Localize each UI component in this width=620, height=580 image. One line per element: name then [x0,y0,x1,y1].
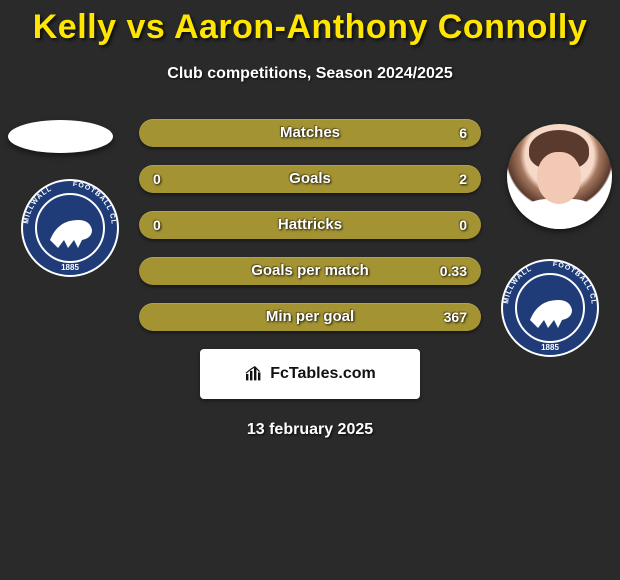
watermark: FcTables.com [200,349,420,399]
stat-label: Goals per match [139,257,481,285]
stat-row: 0 Goals 2 [139,165,481,193]
comparison-card: Kelly vs Aaron-Anthony Connolly Club com… [0,0,620,580]
player-right-avatar [507,124,612,229]
stat-right-value: 2 [459,165,467,193]
bar-chart-icon [244,366,264,382]
player-left-club-badge: MILLWALL FOOTBALL CLUB 1885 [20,178,120,278]
stat-label: Min per goal [139,303,481,331]
stat-row: 0 Hattricks 0 [139,211,481,239]
stats-block: Matches 6 0 Goals 2 0 Hattricks 0 Goals … [139,119,481,331]
millwall-badge-icon: MILLWALL FOOTBALL CLUB 1885 [500,258,600,358]
stat-row: Matches 6 [139,119,481,147]
stat-right-value: 367 [444,303,467,331]
stat-right-value: 6 [459,119,467,147]
stat-right-value: 0 [459,211,467,239]
stat-label: Matches [139,119,481,147]
svg-text:1885: 1885 [61,263,79,272]
stat-row: Goals per match 0.33 [139,257,481,285]
stat-label: Goals [139,165,481,193]
stat-row: Min per goal 367 [139,303,481,331]
watermark-text: FcTables.com [270,365,376,383]
player-left-avatar [8,120,113,153]
millwall-badge-icon: MILLWALL FOOTBALL CLUB 1885 [20,178,120,278]
date: 13 february 2025 [0,421,620,439]
page-title: Kelly vs Aaron-Anthony Connolly [0,0,620,47]
stat-label: Hattricks [139,211,481,239]
stat-right-value: 0.33 [440,257,467,285]
svg-text:1885: 1885 [541,343,559,352]
player-right-club-badge: MILLWALL FOOTBALL CLUB 1885 [500,258,600,358]
subtitle: Club competitions, Season 2024/2025 [0,65,620,83]
